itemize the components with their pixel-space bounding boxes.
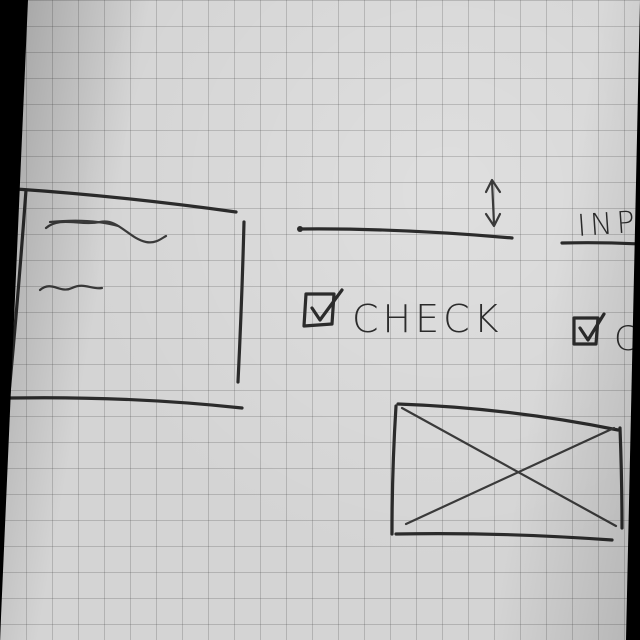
checkmark-icon (578, 312, 606, 342)
input-underline (298, 227, 514, 240)
image-placeholder (390, 402, 624, 542)
card-text-line-2 (38, 284, 104, 292)
photo-edge-right (626, 0, 640, 640)
image-frame-bottom (394, 532, 614, 542)
checkbox-2-box (572, 316, 600, 346)
image-frame-right (618, 426, 624, 530)
up-down-arrow-icon (484, 178, 502, 228)
text-card (6, 187, 246, 410)
image-frame-top (396, 402, 620, 432)
card-bottom-border (8, 396, 244, 410)
checkbox-1[interactable]: CHECK (302, 288, 503, 341)
card-text-line-1 (44, 220, 168, 244)
photo-edge-left (0, 0, 28, 640)
stepper-control[interactable] (484, 178, 502, 228)
card-text-line-1b (48, 219, 120, 228)
card-top-border (14, 187, 238, 214)
checkbox-1-label: CHECK (352, 297, 503, 341)
checkmark-icon (310, 288, 344, 322)
crossed-box-image-icon (400, 406, 618, 528)
card-right-border (236, 220, 246, 384)
input-field[interactable] (297, 226, 514, 240)
image-frame-left (390, 404, 398, 536)
checkbox-1-box (302, 292, 336, 328)
